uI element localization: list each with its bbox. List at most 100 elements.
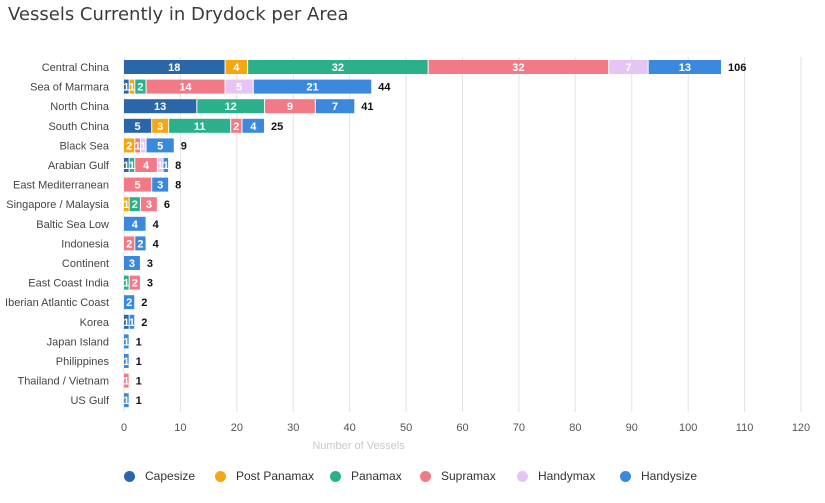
x-tick-label: 60 [456, 422, 468, 434]
chart-title: Vessels Currently in Drydock per Area [8, 4, 349, 25]
segment-value-label: 5 [135, 121, 141, 133]
bar-segment [248, 60, 428, 74]
category-label: US Gulf [70, 395, 109, 407]
legend-swatch [215, 470, 226, 482]
segment-value-label: 1 [140, 140, 146, 152]
bar-segment [124, 256, 140, 270]
bar-segment [135, 236, 146, 251]
segment-value-label: 11 [194, 121, 206, 133]
legend-item[interactable]: Post Panamax [215, 469, 314, 483]
category-label: East Mediterranean [13, 180, 109, 192]
x-tick-label: 50 [400, 422, 412, 434]
bar-segment [124, 295, 135, 310]
bar-segment [140, 197, 157, 212]
bar-segment [129, 275, 140, 290]
total-value-label: 3 [147, 278, 153, 290]
segment-value-label: 1 [129, 317, 135, 329]
category-label: Japan Island [47, 336, 109, 348]
segment-value-label: 14 [179, 82, 192, 94]
segment-value-label: 21 [306, 82, 318, 94]
segment-value-label: 9 [287, 101, 293, 113]
total-value-label: 44 [378, 82, 391, 94]
bar-segment [124, 177, 152, 192]
legend-item[interactable]: Panamax [330, 469, 402, 483]
segment-value-label: 3 [146, 199, 152, 211]
segment-value-label: 1 [157, 160, 163, 172]
segment-value-label: 3 [129, 258, 135, 270]
legend-swatch [124, 470, 135, 482]
bar-segment [163, 158, 169, 172]
bar-segment [197, 99, 265, 114]
legend-label: Handysize [641, 469, 698, 483]
total-value-label: 106 [728, 62, 746, 74]
segment-value-label: 2 [126, 140, 132, 152]
category-label: East Coast India [28, 278, 110, 290]
bar-segment [265, 99, 315, 114]
segment-value-label: 18 [168, 62, 180, 74]
legend-label: Panamax [351, 469, 402, 483]
segment-value-label: 32 [512, 62, 524, 74]
bar-segment [135, 79, 146, 94]
total-value-label: 4 [153, 219, 160, 231]
bar-segment [129, 197, 140, 212]
category-label: Black Sea [59, 140, 109, 152]
segment-value-label: 4 [250, 121, 257, 133]
legend-swatch [620, 470, 631, 482]
legend-item[interactable]: Handymax [517, 469, 595, 483]
total-value-label: 9 [181, 140, 187, 152]
segment-value-label: 7 [332, 101, 338, 113]
segment-value-label: 2 [137, 238, 143, 250]
segment-value-label: 1 [123, 395, 129, 407]
bar-segment [124, 138, 135, 153]
bar-segment [231, 118, 242, 133]
segment-value-label: 4 [233, 62, 240, 74]
total-value-label: 3 [147, 258, 153, 270]
category-label: Sea of Marmara [30, 82, 110, 94]
x-tick-label: 0 [121, 422, 127, 434]
legend-item[interactable]: Capesize [124, 469, 195, 483]
x-tick-label: 30 [287, 422, 299, 434]
total-value-label: 2 [141, 317, 147, 329]
bar-segment [225, 79, 253, 94]
segment-value-label: 1 [123, 376, 129, 388]
legend-swatch [517, 470, 528, 482]
total-value-label: 41 [361, 101, 373, 113]
bar-segment [140, 138, 146, 153]
segment-value-label: 1 [135, 140, 141, 152]
bar-segment [135, 158, 157, 172]
bar-segment [124, 354, 129, 368]
total-value-label: 1 [136, 395, 142, 407]
bar-segment [124, 99, 197, 114]
segment-value-label: 13 [679, 62, 691, 74]
bar-segment [124, 60, 225, 74]
x-tick-label: 10 [174, 422, 186, 434]
segment-value-label: 3 [157, 180, 163, 192]
bar-segment [129, 79, 135, 94]
bar-segment [124, 373, 129, 388]
segment-value-label: 2 [132, 199, 138, 211]
legend-item[interactable]: Supramax [420, 469, 496, 483]
total-value-label: 8 [175, 160, 181, 172]
bar-segment [152, 177, 169, 192]
segment-value-label: 1 [123, 278, 129, 290]
legend-label: Post Panamax [236, 469, 315, 483]
x-tick-label: 70 [513, 422, 525, 434]
legend-swatch [420, 470, 431, 482]
legend-item[interactable]: Handysize [620, 469, 697, 483]
segment-value-label: 2 [126, 238, 132, 250]
segment-value-label: 5 [135, 180, 141, 192]
x-tick-label: 20 [231, 422, 243, 434]
bar-segment [124, 314, 129, 329]
bar-segment [124, 236, 135, 251]
bar-segment [146, 79, 225, 94]
bar-segment [242, 118, 265, 133]
bar-segment [124, 216, 146, 231]
segment-value-label: 13 [154, 101, 166, 113]
segment-value-label: 1 [123, 356, 129, 368]
x-tick-label: 100 [679, 422, 697, 434]
bar-segment [124, 197, 129, 212]
segment-value-label: 4 [132, 219, 139, 231]
category-label: Indonesia [61, 238, 110, 250]
category-label: South China [48, 121, 109, 133]
